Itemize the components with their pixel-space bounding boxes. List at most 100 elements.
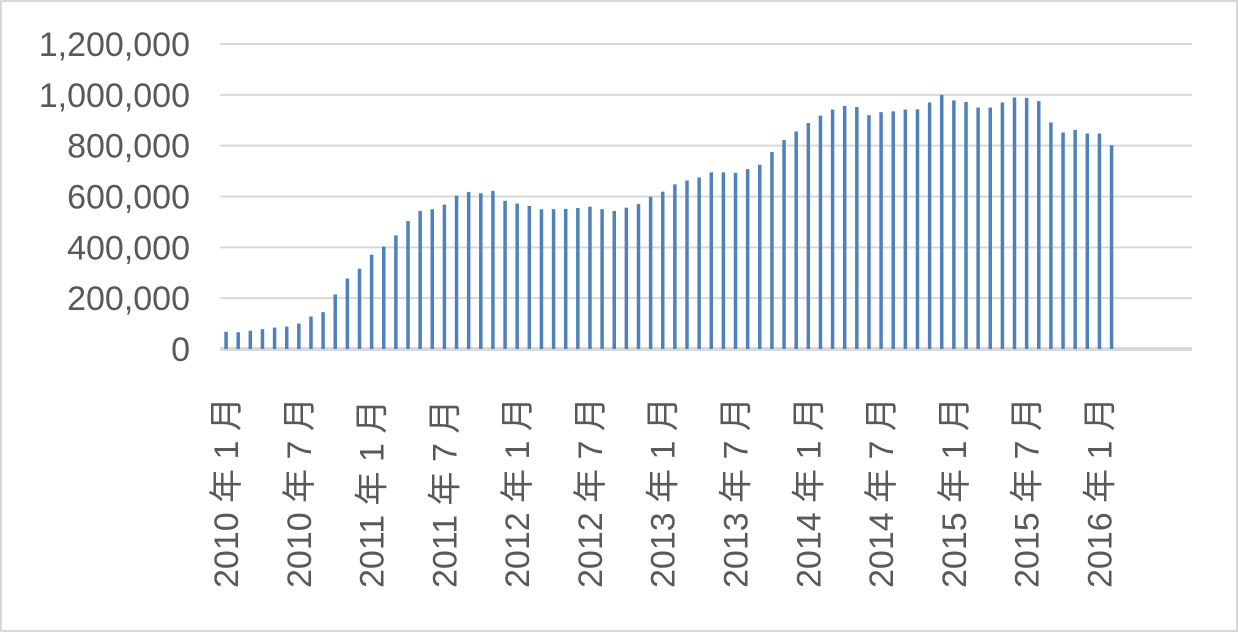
bar: [964, 101, 968, 349]
bar: [879, 112, 883, 350]
bar: [1085, 133, 1090, 349]
bar: [333, 294, 337, 349]
bar: [406, 221, 410, 349]
bar: [733, 172, 738, 349]
x-tick-label: 2010 年 1 月: [208, 397, 246, 588]
bar: [818, 115, 823, 349]
bar: [685, 180, 689, 349]
bar: [454, 195, 459, 349]
bar: [563, 208, 568, 349]
bar: [673, 184, 677, 349]
bar: [842, 106, 847, 350]
bar: [479, 193, 483, 349]
bar: [1049, 122, 1053, 349]
bar: [952, 100, 956, 350]
bar: [466, 191, 471, 349]
x-tick-label: 2013 年 7 月: [718, 397, 756, 588]
y-tick-label: 400,000: [67, 229, 190, 267]
bar: [600, 209, 604, 349]
bar: [576, 207, 580, 349]
bar: [515, 203, 519, 349]
bar: [1097, 133, 1102, 349]
bar: [321, 312, 325, 349]
x-tick-label: 2014 年 7 月: [863, 397, 901, 588]
bar: [636, 204, 641, 350]
bar: [806, 123, 811, 349]
bar: [284, 326, 289, 349]
bar: [976, 107, 980, 349]
bar: [1024, 97, 1029, 349]
grid-layer: [220, 43, 1192, 351]
bar: [782, 140, 786, 349]
bar: [1012, 97, 1017, 350]
y-tick-label: 600,000: [67, 179, 190, 217]
bar: [903, 109, 908, 349]
bar: [830, 109, 835, 349]
bar: [297, 323, 301, 349]
bar: [745, 169, 750, 349]
bar: [309, 316, 313, 349]
bar: [345, 278, 350, 349]
bar: [236, 332, 240, 349]
y-tick-label: 200,000: [67, 280, 190, 318]
bar: [430, 209, 435, 349]
x-tick-label: 2012 年 7 月: [572, 397, 610, 588]
y-tick-label: 0: [171, 331, 190, 369]
x-tick-label: 2012 年 1 月: [499, 397, 537, 588]
x-tick-label: 2015 年 1 月: [936, 397, 974, 588]
bar: [855, 107, 859, 349]
bar: [661, 191, 665, 349]
bar: [382, 246, 386, 349]
bar: [503, 200, 507, 349]
y-tick-label: 800,000: [67, 128, 190, 166]
bar: [369, 254, 374, 349]
bar: [527, 205, 532, 349]
bar: [915, 109, 920, 349]
bar: [794, 131, 798, 349]
bar: [1000, 102, 1005, 350]
bar: [1061, 132, 1065, 349]
x-tick-label: 2013 年 1 月: [645, 397, 683, 588]
bar: [612, 210, 616, 349]
bar: [697, 177, 701, 349]
bar: [357, 268, 362, 349]
x-tick-label: 2010 年 7 月: [281, 397, 319, 588]
bar: [260, 329, 265, 349]
y-axis-labels: 0 200,000 400,000 600,000 800,000 1,000,000 1,…: [39, 26, 190, 369]
bar: [927, 102, 932, 350]
bar: [1037, 101, 1041, 349]
x-tick-label: 2011 年 7 月: [426, 400, 464, 588]
bar: [394, 235, 398, 349]
bar: [588, 206, 592, 349]
bar: [867, 115, 871, 349]
bar: [721, 172, 726, 349]
bar: [939, 94, 944, 349]
bar: [1073, 129, 1077, 349]
bar: [709, 172, 714, 349]
bars-layer: [224, 94, 1114, 350]
bar: [551, 209, 556, 349]
bar: [272, 327, 277, 349]
bar: [224, 331, 228, 349]
x-tick-label: 2014 年 1 月: [790, 397, 828, 588]
bar: [442, 204, 447, 349]
bar: [624, 207, 629, 349]
x-tick-label: 2011 年 1 月: [354, 400, 392, 588]
bar: [418, 210, 422, 349]
x-axis-labels: 2010 年 1 月 2010 年 7 月 2011 年 1 月 2011 年 7 月…: [208, 397, 1119, 588]
bar: [758, 164, 762, 349]
y-tick-label: 1,000,000: [39, 77, 190, 115]
x-tick-label: 2015 年 7 月: [1009, 397, 1047, 588]
y-tick-label: 1,200,000: [39, 26, 190, 64]
bar: [248, 330, 253, 349]
x-tick-label: 2016 年 1 月: [1081, 397, 1119, 588]
bar: [648, 196, 653, 349]
bar: [770, 152, 774, 349]
bar: [491, 190, 495, 349]
bar: [539, 209, 544, 349]
bar: [988, 107, 992, 349]
bar: [1109, 145, 1114, 349]
bar: [891, 111, 895, 349]
